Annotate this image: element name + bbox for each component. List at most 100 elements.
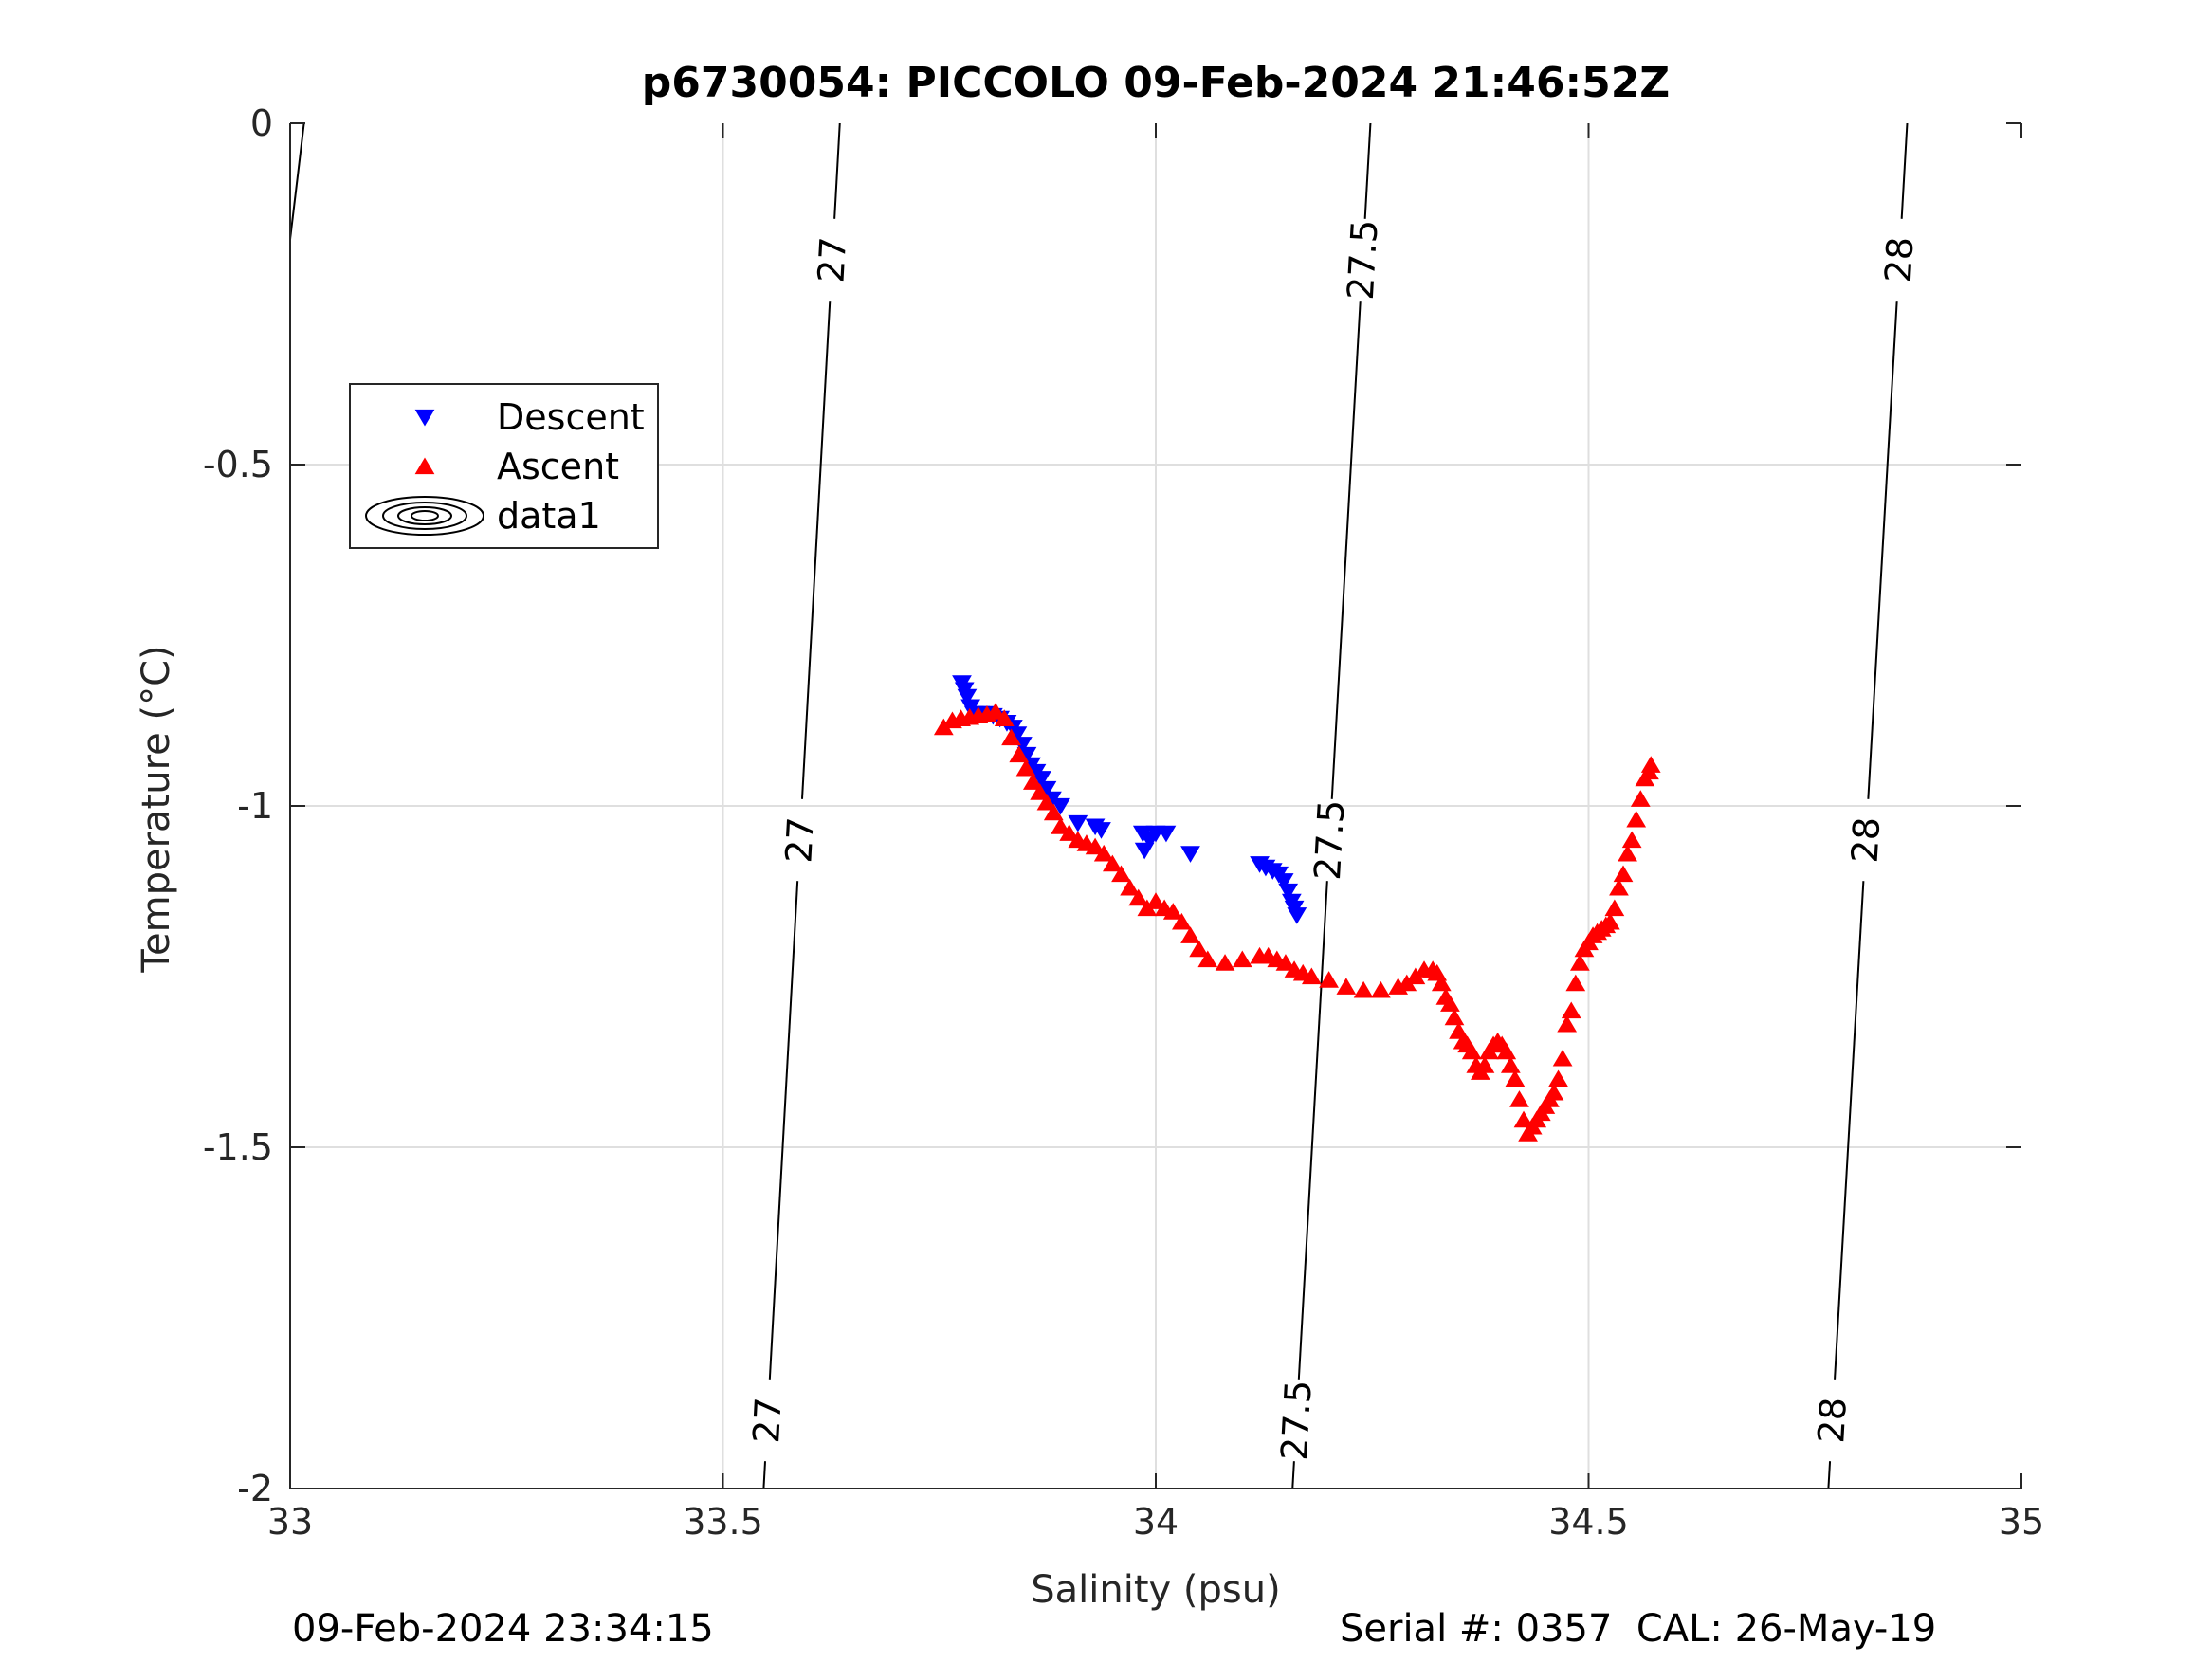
contour-line	[833, 122, 841, 219]
contour-label: 27.5	[1307, 799, 1353, 882]
contour-line	[1297, 881, 1328, 1380]
ascent-point	[1604, 899, 1625, 917]
grid	[290, 123, 2021, 1489]
ascent-point	[1120, 878, 1140, 896]
ascent-point	[1626, 810, 1647, 828]
ascent-point	[1172, 912, 1192, 930]
descent-point	[1273, 873, 1294, 890]
ascent-point	[1015, 758, 1036, 777]
ascent-point	[1162, 903, 1183, 920]
y-tick-label: 0	[250, 102, 273, 144]
ascent-point	[1500, 1056, 1521, 1073]
ascent-point	[1618, 844, 1637, 862]
contour-line	[289, 122, 305, 240]
y-tick-label: -1.5	[203, 1126, 273, 1168]
descent-point	[1032, 771, 1051, 788]
descent-point	[957, 688, 978, 706]
ascent-point	[1059, 824, 1080, 841]
ascent-point	[1043, 803, 1064, 821]
contour-line	[1363, 122, 1372, 219]
legend-ellipse	[397, 506, 452, 525]
ascent-point	[1431, 974, 1452, 992]
x-tick-label: 34	[1133, 1501, 1179, 1543]
contour-label: 27	[777, 816, 822, 865]
ascent-point	[1621, 831, 1642, 849]
ascent-point	[1232, 950, 1252, 968]
x-tick-label: 34.5	[1548, 1501, 1629, 1543]
y-tick-label: -1	[237, 785, 273, 827]
ascent-point	[1630, 790, 1651, 807]
ascent-point	[1371, 980, 1391, 998]
ascent-point	[1301, 967, 1322, 985]
ascent-point	[1509, 1090, 1529, 1107]
legend-ellipse	[382, 502, 467, 530]
legend-label: data1	[497, 495, 601, 537]
contour-line	[800, 301, 832, 799]
y-tick-label: -0.5	[203, 444, 273, 485]
ascent-point	[1609, 878, 1629, 896]
ascent-point	[1001, 728, 1021, 746]
legend-marker-descent	[414, 409, 435, 427]
ascent-point	[1569, 954, 1590, 971]
series-ascent	[933, 703, 1661, 1142]
ascent-point	[1215, 954, 1235, 971]
ascent-point	[985, 703, 1006, 720]
ascent-point	[1036, 793, 1057, 811]
ascent-point	[1561, 1001, 1581, 1019]
ascent-point	[1145, 892, 1166, 909]
x-tick-label: 35	[1999, 1501, 2044, 1543]
ascent-point	[1085, 837, 1106, 855]
data-markers	[933, 675, 1661, 1142]
descent-point	[1068, 814, 1088, 832]
descent-point	[1091, 822, 1111, 839]
contour-line	[1330, 301, 1362, 799]
legend: Descent Ascent data1	[349, 383, 659, 549]
ascent-point	[1548, 1069, 1568, 1087]
ascent-point	[1180, 926, 1200, 943]
x-axis-label: Salinity (psu)	[1031, 1568, 1280, 1612]
contour-label: 27	[810, 236, 854, 284]
ascent-point	[1093, 844, 1114, 862]
ascent-point	[1600, 912, 1620, 930]
contour-label: 28	[1810, 1397, 1855, 1445]
contour-label: 28	[1844, 816, 1889, 865]
contour-label: 28	[1877, 236, 1922, 284]
legend-ellipse	[365, 496, 484, 536]
ascent-point	[994, 709, 1015, 726]
ascent-point	[1613, 865, 1634, 883]
x-tick-label: 33	[267, 1501, 313, 1543]
contour-label: 27	[745, 1397, 790, 1445]
footer-serial: Serial #: 0357 CAL: 26-May-19	[1340, 1607, 1937, 1651]
legend-label: Ascent	[497, 446, 619, 487]
ascent-point	[1111, 865, 1131, 883]
contour-line	[1867, 301, 1898, 799]
y-axis-label: Temperature (°C)	[135, 645, 178, 973]
ascent-point	[1319, 971, 1339, 988]
ascent-point	[1030, 783, 1051, 800]
ascent-point	[1440, 995, 1460, 1012]
ascent-point	[1505, 1069, 1526, 1087]
descent-point	[1156, 825, 1177, 843]
ascent-point	[1197, 950, 1218, 968]
ascent-point	[1461, 1042, 1482, 1060]
legend-label: Descent	[497, 396, 645, 438]
contour-label: 27.5	[1340, 219, 1386, 302]
ascent-point	[1022, 773, 1043, 790]
descent-point	[1278, 883, 1299, 901]
axes: 33 33.5 34 34.5 35 0 -0.5 -1 -1.5 -2	[203, 102, 2044, 1543]
contour-line	[1827, 1461, 1832, 1489]
legend-marker-ascent	[414, 457, 435, 475]
ascent-point	[1051, 817, 1070, 834]
ascent-point	[1640, 756, 1661, 773]
ascent-point	[1474, 1056, 1495, 1073]
footer-timestamp: 09-Feb-2024 23:34:15	[292, 1607, 714, 1651]
ascent-point	[1128, 888, 1149, 906]
legend-ellipse	[411, 510, 439, 521]
contour-label: 27.5	[1273, 1380, 1320, 1462]
density-contours: 27 27 27 27.5 27.5 27.5 28 28 28	[289, 122, 1922, 1489]
ascent-point	[1565, 974, 1586, 992]
contour-line	[1834, 881, 1865, 1380]
descent-point	[1180, 846, 1200, 863]
ascent-point	[1557, 1014, 1578, 1033]
